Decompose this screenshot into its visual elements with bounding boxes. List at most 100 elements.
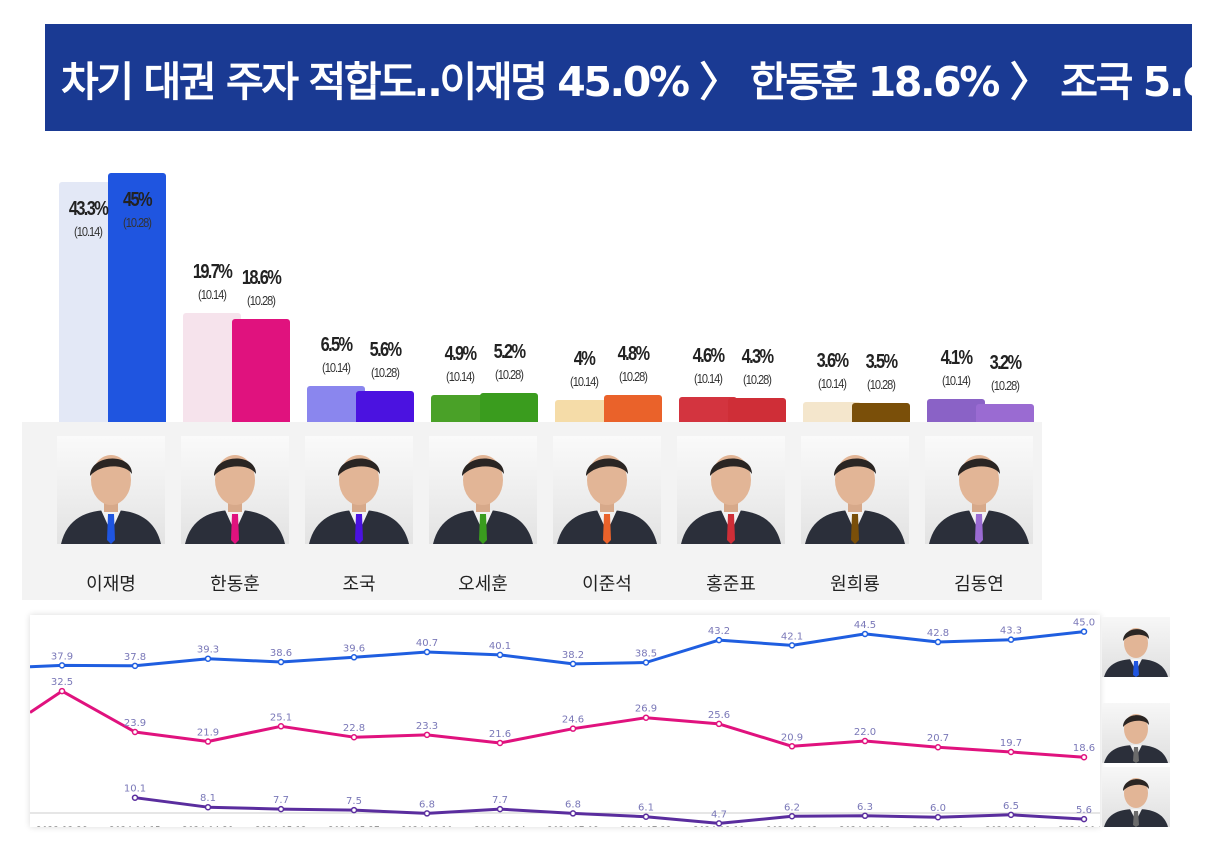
data-point bbox=[131, 794, 139, 801]
data-point bbox=[861, 812, 869, 820]
portrait-icon bbox=[557, 455, 657, 544]
data-label: 7.7 bbox=[273, 795, 289, 806]
x-tick-label: 2024.07.08 bbox=[547, 826, 599, 827]
candidate-photo bbox=[305, 436, 413, 544]
data-point bbox=[715, 720, 723, 728]
data-point bbox=[1007, 636, 1015, 643]
bar-date-label: (10.14) bbox=[570, 373, 599, 389]
data-label: 32.5 bbox=[51, 677, 73, 688]
data-label: 39.6 bbox=[343, 643, 365, 654]
candidate-name: 김동연 bbox=[954, 574, 1004, 595]
data-label: 42.1 bbox=[781, 631, 803, 642]
data-point bbox=[58, 662, 66, 669]
bar-한동훈-1028 bbox=[232, 319, 290, 422]
bar-date-label: (10.14) bbox=[942, 373, 971, 389]
data-label: 7.7 bbox=[492, 795, 508, 806]
data-point bbox=[58, 687, 66, 695]
data-point bbox=[204, 655, 212, 662]
portrait-icon bbox=[929, 455, 1029, 544]
bar-date-label: (10.28) bbox=[991, 378, 1020, 393]
candidate-photo bbox=[57, 436, 165, 544]
data-point bbox=[350, 733, 358, 741]
data-label: 23.3 bbox=[416, 721, 438, 732]
series-portrait-한동훈 bbox=[1102, 703, 1170, 763]
bar-오세훈-1028 bbox=[480, 393, 538, 422]
data-label: 6.1 bbox=[638, 803, 654, 814]
data-point bbox=[1080, 815, 1088, 823]
data-label: 37.9 bbox=[51, 651, 73, 662]
data-point bbox=[1080, 753, 1088, 761]
data-point bbox=[569, 725, 577, 732]
data-label: 25.6 bbox=[708, 710, 730, 721]
bar-value-label: 4.6% bbox=[692, 344, 725, 367]
data-point bbox=[934, 638, 942, 646]
x-tick-label: 2024.10.14 bbox=[985, 826, 1037, 827]
bar-value-label: 4.9% bbox=[444, 342, 477, 365]
data-label: 40.1 bbox=[489, 641, 511, 652]
data-point bbox=[131, 662, 139, 670]
data-point bbox=[423, 810, 431, 817]
data-point bbox=[277, 658, 285, 666]
data-point bbox=[350, 806, 358, 814]
series-line-조국 bbox=[134, 796, 1085, 825]
x-tick-label: 2024.09.12 bbox=[839, 826, 891, 827]
data-point bbox=[642, 714, 650, 721]
data-point bbox=[861, 737, 869, 745]
x-tick-label: 2024.05.27 bbox=[328, 826, 380, 827]
portrait-icon bbox=[681, 455, 781, 544]
candidate-name: 홍준표 bbox=[706, 574, 756, 595]
data-label: 43.2 bbox=[708, 626, 730, 637]
bar-value-label: 5.6% bbox=[369, 339, 402, 361]
data-label: 39.3 bbox=[197, 645, 219, 656]
x-tick-label: 2024.05.13 bbox=[255, 826, 307, 827]
bar-원희룡-1014 bbox=[803, 402, 861, 422]
bar-이재명-1028 bbox=[108, 173, 166, 422]
bar-한동훈-1014 bbox=[183, 312, 241, 422]
data-point bbox=[642, 813, 650, 820]
title-banner: 차기 대권 주자 적합도‥이재명 45.0% 〉 한동훈 18.6% 〉 조국 … bbox=[45, 24, 1218, 131]
portrait-icon bbox=[61, 455, 161, 544]
data-point bbox=[715, 636, 723, 644]
line-chart-svg: 2023.12.28 2024.04.15 2024.04.29 2024.05.13… bbox=[30, 618, 1100, 827]
bar-이준석-1014 bbox=[555, 399, 613, 422]
data-point bbox=[131, 728, 139, 736]
data-label: 23.9 bbox=[124, 718, 146, 729]
x-tick-label: 2024.06.10 bbox=[401, 826, 453, 827]
data-point bbox=[1007, 748, 1015, 756]
candidate-photo bbox=[677, 436, 785, 544]
bar-value-label: 3.2% bbox=[989, 352, 1022, 374]
portrait-icon bbox=[185, 455, 285, 544]
portrait-icon bbox=[805, 455, 905, 544]
x-tick-label: 2024.04.15 bbox=[109, 826, 161, 827]
bar-value-label: 4.3% bbox=[741, 346, 774, 369]
data-point bbox=[423, 648, 431, 656]
data-label: 24.6 bbox=[562, 715, 584, 726]
data-label: 6.0 bbox=[930, 803, 946, 814]
bar-조국-1014 bbox=[307, 386, 365, 422]
data-label: 10.1 bbox=[124, 784, 146, 795]
candidate-name: 원희룡 bbox=[830, 574, 880, 595]
bar-value-label: 43.3% bbox=[68, 198, 109, 221]
data-point bbox=[934, 813, 942, 821]
candidate-name: 한동훈 bbox=[210, 574, 260, 595]
bar-date-label: (10.14) bbox=[694, 370, 723, 386]
data-label: 18.6 bbox=[1073, 743, 1095, 754]
candidate-photo bbox=[801, 436, 909, 544]
bar-원희룡-1028 bbox=[852, 402, 910, 422]
data-point bbox=[715, 820, 723, 827]
candidate-photo bbox=[181, 436, 289, 544]
data-point bbox=[642, 659, 650, 666]
data-label: 37.8 bbox=[124, 652, 146, 663]
x-tick-label: 2024.07.22 bbox=[620, 826, 672, 827]
data-label: 19.7 bbox=[1000, 738, 1022, 749]
portrait-icon bbox=[309, 455, 409, 544]
data-label: 26.9 bbox=[635, 704, 657, 715]
x-tick-label: 2024.06.24 bbox=[474, 826, 526, 827]
bar-chart: 이재명 한동훈 조국 오세훈 이준석 홍준표 원희룡 김동연 43.3% (10.14) 45% (… bbox=[22, 140, 1052, 610]
bar-value-label: 18.6% bbox=[241, 267, 282, 290]
series-line-이재명 bbox=[30, 630, 1085, 669]
bar-date-label: (10.14) bbox=[446, 368, 475, 384]
bar-value-label: 4.1% bbox=[940, 347, 973, 370]
bar-value-label: 19.7% bbox=[192, 260, 233, 283]
data-point bbox=[204, 738, 212, 745]
